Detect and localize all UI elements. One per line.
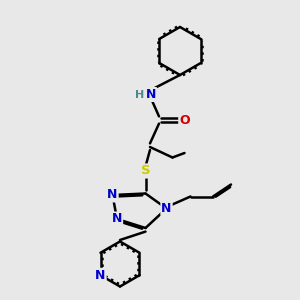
- Text: N: N: [146, 88, 156, 101]
- Text: S: S: [141, 164, 150, 178]
- Text: N: N: [107, 188, 118, 202]
- Text: N: N: [161, 202, 172, 215]
- Text: N: N: [112, 212, 122, 226]
- Text: H: H: [136, 89, 145, 100]
- Text: O: O: [179, 113, 190, 127]
- Text: N: N: [95, 269, 106, 282]
